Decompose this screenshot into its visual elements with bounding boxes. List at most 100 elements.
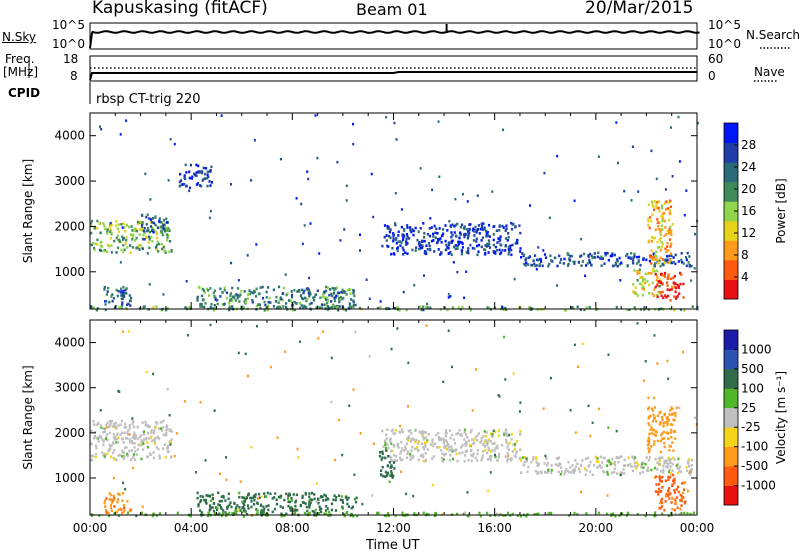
data-cell xyxy=(266,308,269,312)
data-cell xyxy=(507,232,510,235)
data-cell xyxy=(648,271,651,275)
data-cell xyxy=(436,232,439,235)
data-cell xyxy=(341,501,345,504)
noise-cell xyxy=(429,217,432,220)
noise-cell xyxy=(169,443,172,446)
data-cell xyxy=(644,462,647,466)
noise-cell xyxy=(337,418,340,422)
data-cell xyxy=(454,244,457,247)
data-cell xyxy=(486,242,489,246)
data-cell xyxy=(533,262,536,266)
data-cell xyxy=(136,425,139,429)
data-cell xyxy=(647,223,650,227)
noise-cell xyxy=(318,252,321,255)
data-cell xyxy=(424,459,427,463)
data-cell xyxy=(212,307,215,310)
data-cell xyxy=(148,452,151,456)
data-cell xyxy=(165,233,169,236)
data-cell xyxy=(496,241,499,244)
data-cell xyxy=(484,435,487,438)
data-cell xyxy=(252,289,256,293)
data-cell xyxy=(476,244,479,248)
data-cell xyxy=(148,246,151,250)
data-cell xyxy=(279,496,282,499)
data-cell xyxy=(396,444,399,447)
data-cell xyxy=(498,229,501,232)
data-cell xyxy=(440,456,443,460)
data-cell xyxy=(519,514,523,518)
data-cell xyxy=(667,261,670,264)
data-cell xyxy=(384,456,387,460)
data-cell xyxy=(397,446,400,449)
data-cell xyxy=(308,294,311,298)
noise-cell xyxy=(315,482,318,485)
data-cell xyxy=(161,233,164,237)
data-cell xyxy=(144,235,148,239)
data-cell xyxy=(158,454,161,457)
noise-cell xyxy=(365,278,368,281)
data-cell xyxy=(314,293,317,297)
noise-cell xyxy=(361,502,364,506)
data-cell xyxy=(116,227,119,231)
data-cell xyxy=(662,430,665,434)
data-cell xyxy=(268,296,271,300)
data-cell xyxy=(667,478,670,481)
data-cell xyxy=(660,415,664,419)
data-cell xyxy=(484,244,487,247)
data-cell xyxy=(614,463,617,467)
data-cell xyxy=(282,305,285,308)
data-cell xyxy=(653,417,656,420)
data-cell xyxy=(454,234,458,238)
data-cell xyxy=(134,239,137,242)
data-cell xyxy=(590,254,593,258)
data-cell xyxy=(304,305,307,309)
data-cell xyxy=(381,244,384,248)
noise-cell xyxy=(237,351,240,355)
data-cell xyxy=(140,457,143,461)
data-cell xyxy=(654,253,657,257)
data-cell xyxy=(617,460,620,464)
data-cell xyxy=(600,466,603,469)
data-cell xyxy=(655,255,658,258)
data-cell xyxy=(422,446,425,449)
data-cell xyxy=(387,514,390,518)
data-cell xyxy=(506,452,509,455)
data-cell xyxy=(576,513,579,516)
data-cell xyxy=(135,228,138,231)
data-cell xyxy=(383,439,387,443)
noise-cell xyxy=(425,324,428,327)
data-cell xyxy=(259,306,262,310)
data-cell xyxy=(650,468,653,472)
data-cell xyxy=(302,297,305,301)
data-cell xyxy=(648,259,651,263)
noise-cell xyxy=(584,274,587,277)
data-cell xyxy=(487,239,491,242)
data-cell xyxy=(653,262,657,265)
data-cell xyxy=(142,442,145,445)
data-cell xyxy=(658,411,661,415)
data-cell xyxy=(252,291,255,295)
data-cell xyxy=(346,288,349,292)
data-cell xyxy=(92,423,95,426)
data-cell xyxy=(399,240,402,243)
data-cell xyxy=(99,231,102,235)
data-cell xyxy=(383,475,386,478)
data-cell xyxy=(289,299,292,303)
station-title: Kapuskasing (fitACF) xyxy=(92,0,268,18)
noise-cell xyxy=(372,442,375,445)
data-cell xyxy=(129,304,132,307)
data-cell xyxy=(660,215,663,218)
data-cell xyxy=(330,508,333,512)
data-cell xyxy=(191,175,194,179)
data-cell xyxy=(106,232,109,235)
data-cell xyxy=(153,438,156,441)
data-cell xyxy=(166,444,170,448)
y-axis-label: Slant Range [km] xyxy=(21,365,35,469)
data-cell xyxy=(121,450,124,454)
data-cell xyxy=(158,512,161,515)
data-cell xyxy=(664,294,667,297)
data-cell xyxy=(236,296,239,300)
noise-cell xyxy=(253,139,256,142)
data-cell xyxy=(92,420,95,423)
data-cell xyxy=(209,168,212,172)
